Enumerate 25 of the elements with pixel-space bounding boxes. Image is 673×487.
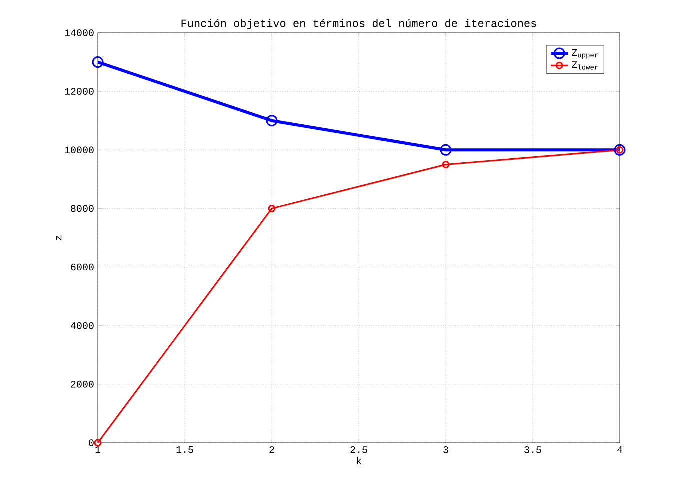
- chart-title: Función objetivo en términos del número de iteraciones: [182, 19, 536, 30]
- x-tick-label: 1: [96, 446, 101, 454]
- x-tick-label: 4: [617, 446, 622, 454]
- y-tick-label: 14000: [65, 30, 94, 36]
- x-axis-title: k: [357, 457, 362, 464]
- x-tick-label: 3: [444, 446, 448, 454]
- legend-label: Z$_{lower}$: [572, 62, 598, 70]
- legend-label: Z$_{upper}$: [572, 49, 598, 60]
- point: [268, 204, 276, 212]
- y-tick-label: 0: [89, 440, 94, 446]
- point: [440, 144, 452, 156]
- x-tick-label: 2.5: [350, 446, 368, 454]
- point: [92, 56, 104, 68]
- y-axis-title: z: [56, 236, 62, 240]
- x-tick-label: 3.5: [524, 446, 542, 454]
- x-tick-label: 1.5: [176, 446, 194, 454]
- y-tick-label: 10000: [65, 146, 94, 154]
- y-tick-label: 2000: [71, 381, 94, 388]
- y-tick-label: 12000: [65, 88, 94, 95]
- point: [266, 115, 278, 127]
- x-tick-label: 2: [270, 446, 274, 454]
- point: [442, 161, 450, 169]
- y-tick-label: 6000: [71, 264, 94, 271]
- y-tick-label: 4000: [70, 322, 94, 330]
- y-tick-label: 8000: [71, 205, 94, 212]
